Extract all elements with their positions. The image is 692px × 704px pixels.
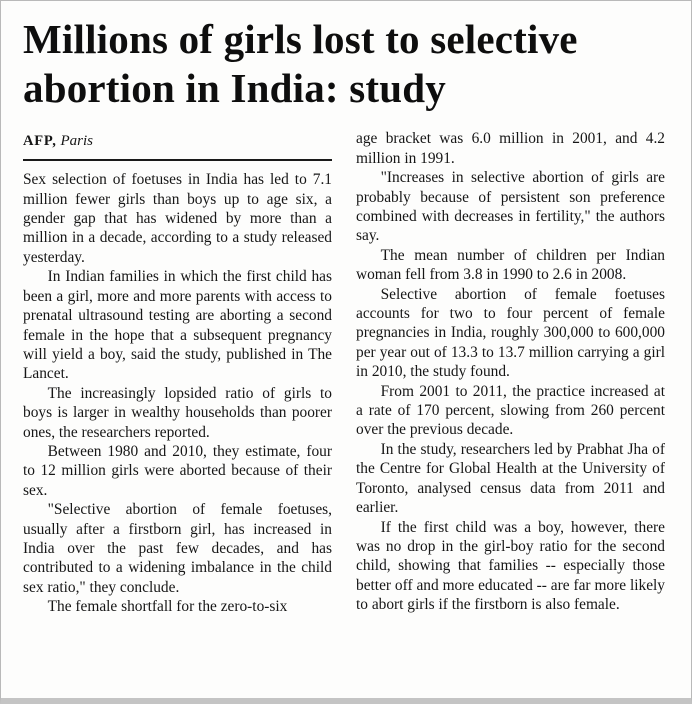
article-paragraph: The mean number of children per Indian w… [356,246,665,284]
article-paragraph: In the study, researchers led by Prabhat… [356,440,665,517]
article-column-right: age bracket was 6.0 million in 2001, and… [356,129,665,616]
article-paragraph: Between 1980 and 2010, they estimate, fo… [23,442,332,499]
article-paragraph: "Increases in selective abortion of girl… [356,169,665,245]
article-paragraph: The female shortfall for the zero-to-six [47,598,288,616]
byline: AFP, Paris [23,129,332,162]
article-columns: AFP, Paris Sex selection of foetuses in … [23,129,665,616]
byline-agency: AFP, [23,133,57,150]
article-paragraph: Selective abortion of female foetuses ac… [356,285,665,381]
article-paragraph: From 2001 to 2011, the practice increase… [356,382,665,439]
article-paragraph: If the first child was a boy, however, t… [356,518,665,614]
byline-location: Paris [56,133,93,150]
article-paragraph: "Selective abortion of female foetuses, … [23,501,332,596]
article-paragraph: In Indian families in which the first ch… [23,268,332,383]
article-column-left: AFP, Paris Sex selection of foetuses in … [23,129,332,616]
article-paragraph: Sex selection of foetuses in India has l… [23,171,332,266]
article-headline: Millions of girls lost to selective abor… [23,16,578,112]
article-paragraph: The increasingly lopsided ratio of girls… [23,384,332,441]
article-paragraph: age bracket was 6.0 million in 2001, and… [356,130,665,167]
